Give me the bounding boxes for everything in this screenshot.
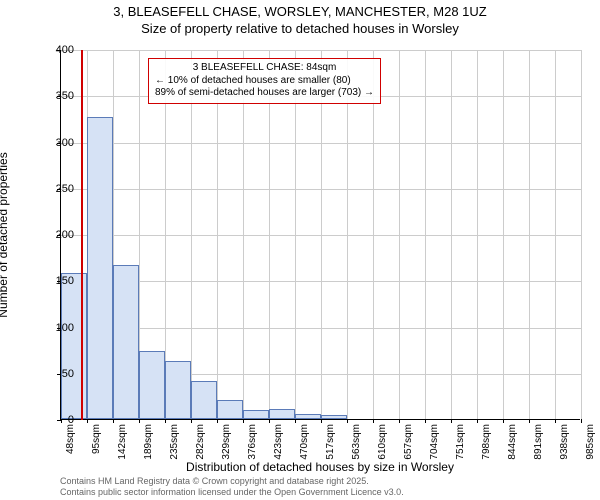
x-tick-mark [555,419,556,423]
x-tick-label: 95sqm [91,424,102,454]
annotation-line: 3 BLEASEFELL CHASE: 84sqm [155,62,374,75]
x-tick-label: 798sqm [481,424,492,460]
x-tick-mark [113,419,114,423]
grid-line-vertical [295,50,296,420]
grid-line-vertical [217,50,218,420]
x-tick-label: 329sqm [221,424,232,460]
x-axis-title: Distribution of detached houses by size … [60,460,580,474]
grid-line-vertical [477,50,478,420]
grid-line-vertical [425,50,426,420]
y-tick-label: 250 [34,183,74,195]
x-tick-mark [529,419,530,423]
x-tick-label: 938sqm [559,424,570,460]
x-tick-label: 376sqm [247,424,258,460]
plot-container: 48sqm95sqm142sqm189sqm235sqm282sqm329sqm… [60,50,580,420]
annotation-box: 3 BLEASEFELL CHASE: 84sqm← 10% of detach… [148,58,381,104]
grid-line-vertical [451,50,452,420]
grid-line-vertical [191,50,192,420]
x-tick-mark [451,419,452,423]
grid-line-vertical [373,50,374,420]
x-tick-mark [321,419,322,423]
histogram-bar [87,117,113,419]
histogram-bar [191,381,217,419]
x-tick-label: 423sqm [273,424,284,460]
grid-line-vertical [321,50,322,420]
x-tick-mark [191,419,192,423]
plot-area: 48sqm95sqm142sqm189sqm235sqm282sqm329sqm… [60,50,580,420]
y-tick-label: 350 [34,90,74,102]
y-tick-label: 50 [34,368,74,380]
x-tick-mark [87,419,88,423]
x-tick-label: 751sqm [455,424,466,460]
x-tick-label: 282sqm [195,424,206,460]
annotation-line: 89% of semi-detached houses are larger (… [155,87,374,100]
x-tick-mark [581,419,582,423]
grid-line-vertical [399,50,400,420]
x-tick-label: 142sqm [117,424,128,460]
x-tick-mark [503,419,504,423]
grid-line-vertical [581,50,582,420]
x-tick-label: 610sqm [377,424,388,460]
x-tick-label: 844sqm [507,424,518,460]
y-tick-label: 200 [34,229,74,241]
annotation-line: ← 10% of detached houses are smaller (80… [155,75,374,88]
x-tick-mark [217,419,218,423]
grid-line-vertical [503,50,504,420]
attribution-text: Contains HM Land Registry data © Crown c… [60,476,404,498]
reference-line [81,50,83,420]
x-tick-mark [139,419,140,423]
histogram-bar [295,414,321,419]
x-tick-label: 985sqm [585,424,596,460]
histogram-bar [139,351,165,419]
x-tick-mark [295,419,296,423]
grid-line-vertical [529,50,530,420]
x-tick-label: 704sqm [429,424,440,460]
attribution-line-2: Contains public sector information licen… [60,487,404,498]
histogram-bar [217,400,243,419]
x-tick-label: 563sqm [351,424,362,460]
x-tick-label: 891sqm [533,424,544,460]
y-axis-title: Number of detached properties [0,152,10,317]
histogram-bar [165,361,191,419]
attribution-line-1: Contains HM Land Registry data © Crown c… [60,476,404,487]
histogram-bar [61,273,87,419]
grid-line-vertical [555,50,556,420]
x-tick-label: 470sqm [299,424,310,460]
y-tick-label: 0 [34,414,74,426]
y-tick-label: 150 [34,275,74,287]
x-tick-label: 48sqm [65,424,76,454]
histogram-bar [321,415,347,419]
histogram-bar [243,410,269,419]
title-line-1: 3, BLEASEFELL CHASE, WORSLEY, MANCHESTER… [0,4,600,21]
x-tick-mark [373,419,374,423]
grid-line-vertical [347,50,348,420]
y-tick-label: 100 [34,322,74,334]
x-tick-label: 189sqm [143,424,154,460]
x-tick-label: 235sqm [169,424,180,460]
y-tick-label: 300 [34,137,74,149]
x-tick-mark [477,419,478,423]
x-tick-label: 657sqm [403,424,414,460]
title-line-2: Size of property relative to detached ho… [0,21,600,38]
x-tick-label: 517sqm [325,424,336,460]
histogram-bar [113,265,139,419]
y-tick-label: 400 [34,44,74,56]
grid-line-vertical [243,50,244,420]
histogram-bar [269,409,295,419]
x-tick-mark [425,419,426,423]
grid-line-vertical [269,50,270,420]
x-tick-mark [243,419,244,423]
x-tick-mark [399,419,400,423]
x-tick-mark [269,419,270,423]
chart-title: 3, BLEASEFELL CHASE, WORSLEY, MANCHESTER… [0,0,600,38]
x-tick-mark [347,419,348,423]
x-tick-mark [165,419,166,423]
